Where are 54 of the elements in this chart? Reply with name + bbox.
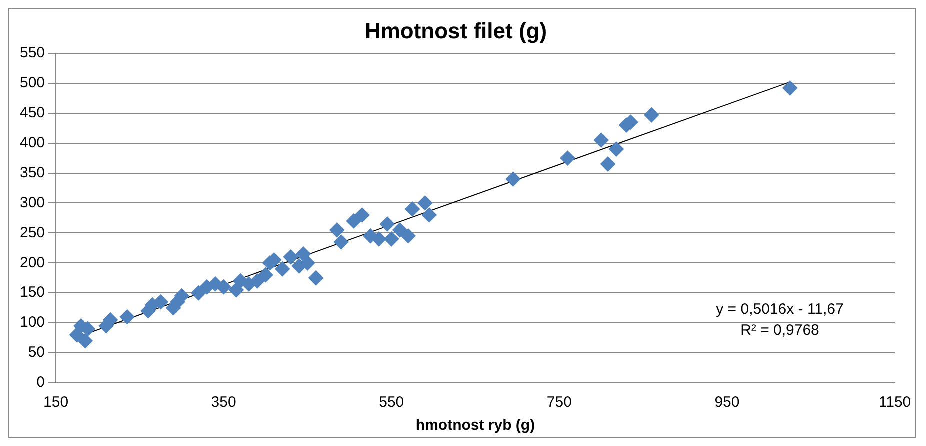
x-tick-label: 950: [714, 394, 740, 412]
point: [506, 172, 521, 187]
y-tick-label: 150: [20, 284, 46, 302]
point: [384, 232, 400, 247]
point: [308, 270, 324, 286]
x-tick-label: 150: [44, 394, 69, 412]
y-tick-label: 250: [20, 224, 46, 242]
point: [346, 214, 362, 229]
point: [372, 232, 387, 247]
y-tick-label: 50: [28, 344, 46, 362]
point: [594, 132, 609, 148]
y-tick-label: 400: [20, 134, 46, 152]
point: [296, 246, 312, 262]
point: [400, 228, 416, 244]
point: [560, 150, 576, 166]
y-tick-label: 100: [20, 314, 46, 332]
point: [354, 208, 370, 223]
point: [120, 310, 135, 325]
x-tick-label: 1150: [878, 394, 912, 412]
point: [330, 222, 345, 238]
x-tick-label: 750: [546, 394, 572, 412]
point: [380, 216, 395, 232]
point: [283, 250, 298, 265]
y-tick-label: 550: [20, 44, 46, 62]
point: [228, 282, 244, 298]
point: [392, 222, 408, 238]
point: [300, 256, 316, 271]
point: [334, 234, 349, 250]
point: [153, 294, 168, 310]
chart-title: Hmotnost filet (g): [364, 18, 548, 44]
point: [782, 80, 798, 96]
y-tick-label: 350: [20, 164, 46, 182]
x-tick-label: 350: [211, 394, 236, 412]
x-axis-title: hmotnost ryb (g): [416, 417, 536, 434]
x-tick-label: 550: [379, 394, 404, 412]
point: [418, 196, 433, 211]
y-tick-label: 300: [20, 194, 46, 212]
point: [258, 268, 274, 283]
point: [422, 208, 437, 223]
annotation: y = 0,5016x - 11,67: [716, 301, 844, 318]
y-tick-label: 500: [20, 74, 46, 92]
point: [191, 286, 206, 301]
point: [216, 280, 232, 295]
point: [250, 274, 265, 289]
point: [405, 202, 420, 217]
point: [600, 156, 616, 172]
point: [275, 262, 290, 277]
point: [608, 142, 624, 157]
y-tick-label: 0: [36, 374, 46, 392]
y-tick-label: 450: [20, 104, 46, 122]
point: [78, 334, 93, 349]
y-tick-label: 200: [20, 254, 46, 272]
annotation: R² = 0,9768: [740, 322, 820, 340]
point: [644, 108, 660, 123]
